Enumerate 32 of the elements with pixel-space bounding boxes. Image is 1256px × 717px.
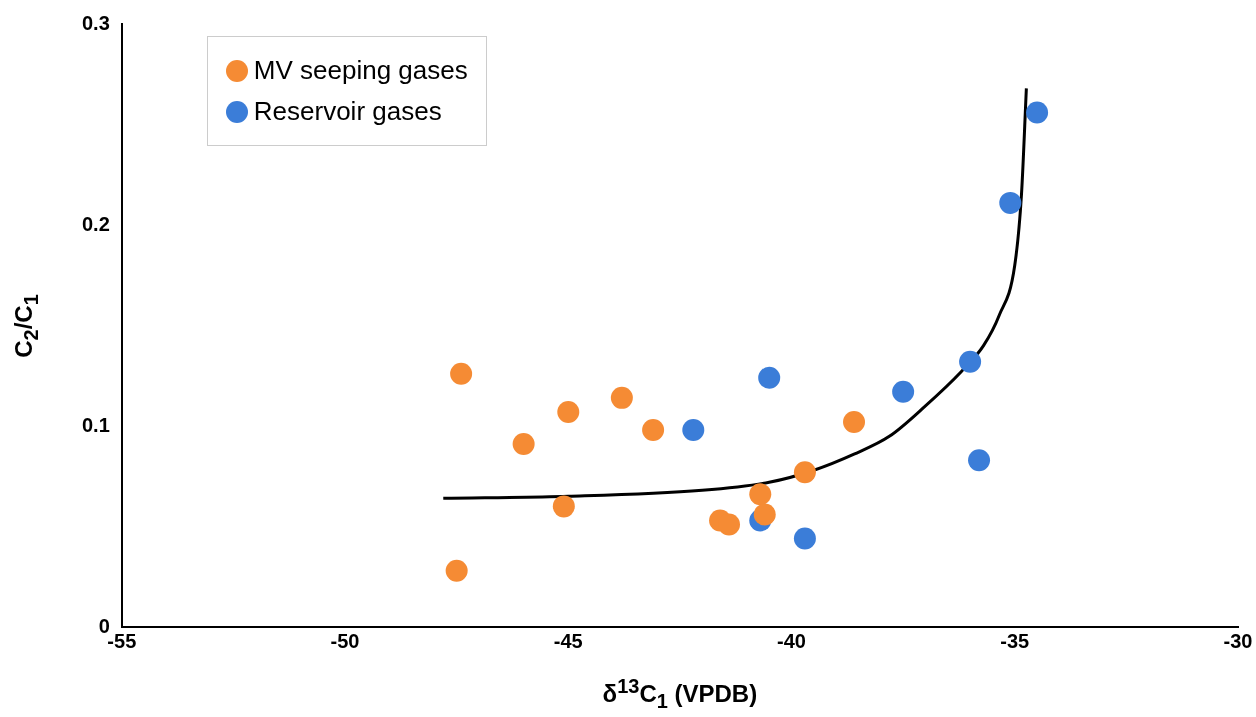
x-axis-title: δ$^{13}$C$_{1}$ (VPDB) — [602, 675, 758, 713]
point — [999, 191, 1022, 214]
point — [959, 350, 982, 373]
point — [512, 433, 535, 456]
point — [552, 495, 575, 518]
point — [718, 513, 741, 536]
x-tick-label: -45 — [553, 629, 583, 652]
x-tick-label: -50 — [330, 629, 360, 652]
x-tick-label: -40 — [777, 629, 806, 652]
point — [753, 503, 776, 526]
y-tick-label: 0.2 — [81, 212, 110, 235]
point — [445, 559, 468, 582]
x-tick-label: -30 — [1223, 629, 1253, 652]
legend-label: MV seeping gases — [253, 55, 468, 86]
legend-label: Reservoir gases — [253, 96, 442, 127]
point — [557, 400, 580, 423]
point — [793, 527, 816, 550]
y-tick-label: 0 — [98, 614, 110, 637]
point — [642, 419, 665, 442]
point — [758, 366, 781, 389]
point — [682, 419, 705, 442]
point — [843, 410, 866, 433]
point — [793, 461, 816, 484]
point — [968, 449, 991, 472]
y-tick-label: 0.3 — [81, 11, 110, 34]
y-tick-label: 0.1 — [81, 413, 110, 436]
x-tick-label: -35 — [1000, 629, 1030, 652]
point — [749, 483, 772, 506]
point — [450, 362, 473, 385]
point — [892, 380, 915, 403]
point — [1026, 101, 1049, 124]
point — [610, 386, 633, 409]
